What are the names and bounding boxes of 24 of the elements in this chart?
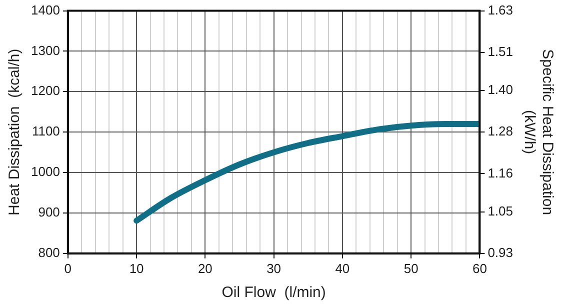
- y-tick-label: 900: [38, 204, 60, 220]
- y2-tick-label: 1.51: [488, 44, 514, 59]
- x-tick-label: 10: [129, 260, 144, 276]
- x-tick-label: 40: [335, 260, 350, 276]
- y-axis-title: Heat Dissipation (kcal/h): [6, 48, 24, 216]
- y2-tick-label: 1.05: [488, 203, 514, 218]
- y-tick-label: 1400: [31, 2, 60, 18]
- x-axis-title: Oil Flow (l/min): [222, 284, 326, 302]
- y2-tick-label: 1.40: [488, 82, 514, 98]
- y-tick-label: 1300: [31, 42, 60, 58]
- y-tick-label: 800: [38, 244, 60, 260]
- y-tick-label: 1200: [31, 83, 60, 98]
- y2-tick-label: 1.63: [488, 2, 514, 18]
- x-tick-label: 30: [266, 260, 282, 276]
- y2-tick-label: 1.28: [488, 124, 514, 139]
- y2-tick-label: 0.93: [488, 244, 514, 260]
- y2-axis-title: Specific Heat Dissipation (kW/h): [520, 49, 556, 216]
- x-tick-label: 0: [64, 260, 72, 276]
- x-tick-label: 60: [472, 260, 487, 276]
- y-tick-label: 1000: [31, 164, 60, 180]
- x-tick-label: 20: [198, 260, 212, 276]
- y-tick-label: 1100: [32, 124, 60, 139]
- y2-tick-label: 1.16: [488, 165, 514, 180]
- x-tick-label: 50: [404, 260, 418, 276]
